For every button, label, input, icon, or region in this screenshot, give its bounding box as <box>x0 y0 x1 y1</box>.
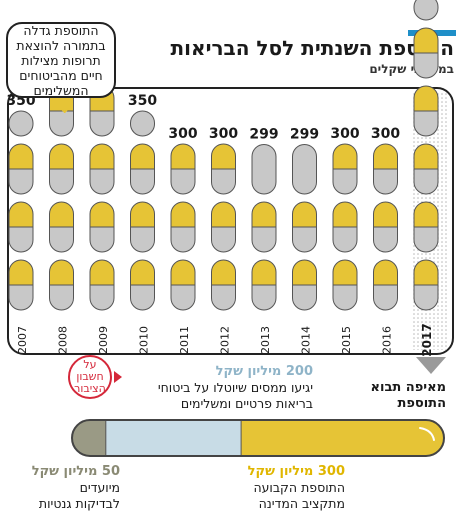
breakdown-capsule <box>71 419 445 457</box>
capsule-2015-2 <box>332 143 358 195</box>
capsule-2012-2 <box>211 143 236 195</box>
value-label-2011: 300 <box>168 126 197 142</box>
capsule-2010-0 <box>130 259 155 311</box>
capsule-2007-2 <box>8 143 34 195</box>
state-budget-amount: 300 מיליון שקל <box>247 464 345 479</box>
year-label-2014: 2014 <box>300 326 313 354</box>
capsule-2007-0 <box>8 259 34 311</box>
capsule-2017-2 <box>413 143 439 195</box>
chart-title: התוספת השנתית לסל הבריאות <box>170 36 455 60</box>
segment-state-budget <box>241 420 444 456</box>
capsule-2014-0 <box>292 259 317 311</box>
year-label-2017: 2017 <box>420 323 434 356</box>
insurance-tax-desc-2: בריאות פרטיים ומשלימים <box>180 396 313 411</box>
callout-arrow-icon: ↓ <box>58 98 72 117</box>
capsule-2017-5 <box>413 0 439 21</box>
value-label-2016: 300 <box>371 126 400 142</box>
insurance-tax-amount: 200 מיליון שקל <box>215 364 313 379</box>
capsule-2014-2 <box>292 144 317 195</box>
capsule-2012-1 <box>211 201 236 253</box>
capsule-2010-3 <box>130 110 155 137</box>
capsule-2016-0 <box>373 259 398 311</box>
capsule-2009-1 <box>89 201 115 253</box>
genetic-tests-amount: 50 מיליון שקל <box>31 464 120 479</box>
insurance-tax-desc-1: יגיעו ממסים שיוטלו על ביטוחי <box>157 380 313 395</box>
capsule-2008-0 <box>49 259 74 311</box>
value-label-2014: 299 <box>290 127 319 143</box>
capsule-2010-1 <box>130 201 155 253</box>
year-label-2008: 2008 <box>57 326 70 354</box>
year-label-2012: 2012 <box>219 326 232 354</box>
capsule-2010-2 <box>130 143 155 195</box>
capsule-2011-2 <box>170 143 196 195</box>
capsule-2007-3 <box>8 110 34 137</box>
capsule-2011-1 <box>170 201 196 253</box>
badge-arrow-icon <box>114 371 122 383</box>
forecast-label: מאיפה תבוא התוספת <box>370 380 446 411</box>
capsule-2015-0 <box>332 259 358 311</box>
capsule-2017-1 <box>413 201 439 253</box>
breakdown-outline <box>71 419 445 457</box>
capsule-2016-2 <box>373 143 398 195</box>
capsule-2009-0 <box>89 259 115 311</box>
capsule-2017-3 <box>413 85 439 137</box>
genetic-tests-desc-2: לבדיקות גנטיות <box>38 496 120 511</box>
capsule-2014-1 <box>292 201 317 253</box>
year-label-2015: 2015 <box>340 326 353 354</box>
value-label-2012: 300 <box>209 126 238 142</box>
capsule-2011-0 <box>170 259 196 311</box>
year-label-2011: 2011 <box>178 326 191 354</box>
capsule-2012-0 <box>211 259 236 311</box>
year-label-2009: 2009 <box>97 326 110 354</box>
capsule-2008-2 <box>49 143 74 195</box>
callout-box: התוספת גדלה בתמורה להוצאת תרופות מצילות … <box>6 22 116 98</box>
capsule-2017-4 <box>413 27 439 79</box>
capsule-columns: 3502007450200841620093502010300201130020… <box>6 0 439 357</box>
capsule-2013-2 <box>251 144 277 195</box>
public-account-badge: על חשבון הציבור <box>68 355 112 399</box>
value-label-2015: 300 <box>330 126 359 142</box>
segment-insurance-tax <box>105 420 242 456</box>
year-label-2007: 2007 <box>16 326 29 354</box>
capsule-2016-1 <box>373 201 398 253</box>
capsule-2013-0 <box>251 259 277 311</box>
genetic-tests-desc-1: מיועדים <box>79 480 120 495</box>
year-label-2010: 2010 <box>138 326 151 354</box>
year-label-2016: 2016 <box>381 326 394 354</box>
capsule-2017-0 <box>413 259 439 311</box>
capsule-2008-1 <box>49 201 74 253</box>
year-label-2013: 2013 <box>259 326 272 354</box>
capsule-2007-1 <box>8 201 34 253</box>
state-budget-desc-1: התוספת הקבועה <box>253 480 345 495</box>
value-label-2010: 350 <box>128 93 157 109</box>
state-budget-desc-2: מתקציב המדינה <box>258 496 345 511</box>
capsule-2013-1 <box>251 201 277 253</box>
capsule-highlight <box>419 427 435 441</box>
value-label-2013: 299 <box>249 127 278 143</box>
capsule-2009-2 <box>89 143 115 195</box>
capsule-2015-1 <box>332 201 358 253</box>
forecast-arrow <box>416 357 446 374</box>
